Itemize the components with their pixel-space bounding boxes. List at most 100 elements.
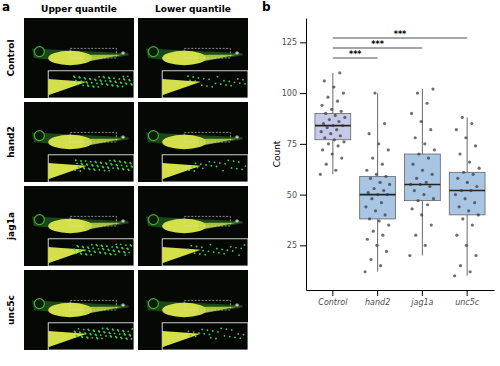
inset-cell	[107, 84, 109, 86]
inset-cell	[86, 82, 88, 84]
inset-cell	[74, 169, 76, 171]
micrograph: *	[138, 186, 248, 266]
data-point	[459, 264, 462, 267]
inset-cell	[105, 335, 107, 337]
data-point	[410, 112, 413, 115]
inset-cell	[110, 335, 112, 337]
inset-cell	[89, 251, 91, 253]
box	[315, 113, 351, 139]
micrograph: *	[24, 270, 134, 350]
marker: *	[121, 50, 126, 60]
inset-cell	[87, 246, 89, 248]
data-point	[382, 189, 385, 192]
inset-cell	[89, 333, 91, 335]
y-axis: 255075100125	[282, 19, 307, 291]
inset-cell	[218, 252, 220, 254]
inset-cell	[198, 77, 200, 79]
inset-cell	[243, 334, 245, 336]
inset-cell	[228, 81, 230, 83]
inset-cell	[99, 251, 101, 253]
inset-cell	[86, 81, 88, 83]
inset-cell	[93, 330, 95, 332]
fish-eye	[148, 131, 158, 141]
inset-cell	[94, 251, 96, 253]
data-point	[368, 217, 371, 220]
inset-cell	[97, 86, 99, 88]
inset-cell	[98, 330, 100, 332]
inset-cell	[92, 165, 94, 167]
data-point	[422, 193, 425, 196]
inset	[48, 155, 134, 182]
data-point	[408, 254, 411, 257]
inset-cell	[117, 329, 119, 331]
data-point	[323, 79, 326, 82]
data-point	[385, 250, 388, 253]
data-point	[319, 173, 322, 176]
inset-cell	[189, 80, 191, 82]
inset-cell	[86, 254, 88, 256]
inset-cell	[208, 78, 210, 80]
inset-cell	[96, 337, 98, 339]
inset-cell	[100, 161, 102, 163]
x-tick: jag1a	[410, 290, 433, 307]
x-tick: Control	[318, 290, 348, 307]
data-point	[428, 185, 431, 188]
inset	[162, 71, 248, 98]
inset-cell	[211, 86, 213, 88]
data-point	[340, 110, 343, 113]
inset-cell	[88, 167, 90, 169]
row-label: jag1a	[6, 212, 16, 241]
data-point	[424, 244, 427, 247]
marker: *	[235, 302, 240, 312]
data-point	[469, 270, 472, 273]
row-label: Control	[6, 39, 16, 76]
y-axis-title: Count	[272, 140, 282, 167]
inset-cell	[108, 170, 110, 172]
inset-cell	[94, 161, 96, 163]
inset-cell	[83, 167, 85, 169]
inset-cell	[244, 244, 246, 246]
data-point	[429, 128, 432, 131]
data-point	[455, 234, 458, 237]
fish-tail-glow	[85, 223, 124, 230]
data-point	[326, 96, 329, 99]
inset-cell	[93, 86, 95, 88]
inset-cell	[114, 81, 116, 83]
fish-eye	[34, 47, 44, 57]
inset-cell	[86, 336, 88, 338]
inset-cell	[213, 251, 215, 253]
data-point	[414, 136, 417, 139]
data-point	[383, 213, 386, 216]
micrograph: *	[24, 186, 134, 266]
inset-cell	[106, 163, 108, 165]
inset-cell	[74, 249, 76, 251]
inset-cell	[239, 337, 241, 339]
inset-cell	[113, 77, 115, 79]
fish-tail-glow	[199, 223, 238, 230]
inset-cell	[121, 164, 123, 166]
panel-a: aUpper quantileLower quantileControl**ha…	[2, 0, 248, 350]
inset	[162, 239, 248, 266]
data-point	[329, 132, 332, 135]
data-point	[342, 92, 345, 95]
inset-cell	[125, 337, 127, 339]
region-box	[70, 300, 116, 310]
inset-cell	[113, 250, 115, 252]
significance-label: ***	[349, 50, 362, 59]
inset-cell	[205, 164, 207, 166]
data-point	[458, 205, 461, 208]
inset-cell	[100, 162, 102, 164]
data-point	[387, 148, 390, 151]
data-point	[373, 187, 376, 190]
data-point	[377, 142, 380, 145]
inset-cell	[115, 82, 117, 84]
plot-marks	[315, 71, 485, 277]
inset-cell	[113, 160, 115, 162]
inset-cell	[188, 330, 190, 332]
inset-cell	[110, 336, 112, 338]
micrograph: *	[24, 102, 134, 182]
inset-cell	[224, 163, 226, 165]
median	[404, 184, 440, 186]
micrograph: *	[138, 102, 248, 182]
inset-cell	[110, 163, 112, 165]
